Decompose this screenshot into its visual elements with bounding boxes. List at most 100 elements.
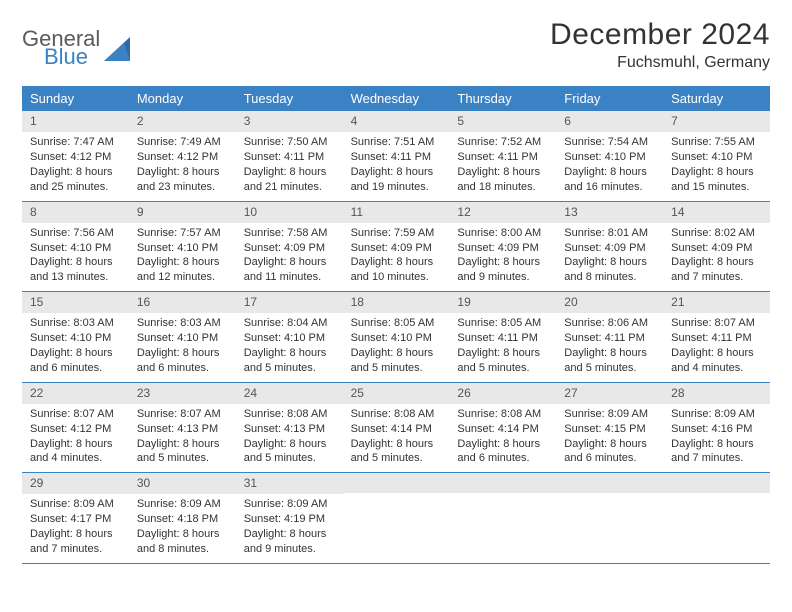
calendar-day: 28Sunrise: 8:09 AMSunset: 4:16 PMDayligh… <box>663 383 770 473</box>
day-info: Sunrise: 7:59 AMSunset: 4:09 PMDaylight:… <box>343 223 450 285</box>
daylight-line2: and 4 minutes. <box>30 451 123 466</box>
sunset-text: Sunset: 4:11 PM <box>564 331 657 346</box>
daylight-line2: and 13 minutes. <box>30 270 123 285</box>
calendar-day: 17Sunrise: 8:04 AMSunset: 4:10 PMDayligh… <box>236 292 343 382</box>
daylight-line2: and 5 minutes. <box>564 361 657 376</box>
daylight-line1: Daylight: 8 hours <box>351 255 444 270</box>
calendar-body: 1Sunrise: 7:47 AMSunset: 4:12 PMDaylight… <box>22 111 770 563</box>
day-info: Sunrise: 8:03 AMSunset: 4:10 PMDaylight:… <box>129 313 236 375</box>
day-info: Sunrise: 7:54 AMSunset: 4:10 PMDaylight:… <box>556 132 663 194</box>
calendar-day: 26Sunrise: 8:08 AMSunset: 4:14 PMDayligh… <box>449 383 556 473</box>
calendar: Sunday Monday Tuesday Wednesday Thursday… <box>22 86 770 564</box>
day-info: Sunrise: 7:49 AMSunset: 4:12 PMDaylight:… <box>129 132 236 194</box>
daylight-line1: Daylight: 8 hours <box>30 255 123 270</box>
day-info: Sunrise: 8:01 AMSunset: 4:09 PMDaylight:… <box>556 223 663 285</box>
sunrise-text: Sunrise: 8:05 AM <box>351 316 444 331</box>
daylight-line1: Daylight: 8 hours <box>30 437 123 452</box>
daylight-line1: Daylight: 8 hours <box>244 255 337 270</box>
day-info: Sunrise: 8:00 AMSunset: 4:09 PMDaylight:… <box>449 223 556 285</box>
daylight-line2: and 6 minutes. <box>564 451 657 466</box>
day-info: Sunrise: 8:09 AMSunset: 4:15 PMDaylight:… <box>556 404 663 466</box>
sunset-text: Sunset: 4:12 PM <box>137 150 230 165</box>
page: General Blue December 2024 Fuchsmuhl, Ge… <box>0 0 792 564</box>
daylight-line1: Daylight: 8 hours <box>30 346 123 361</box>
day-number: 17 <box>236 292 343 313</box>
day-info: Sunrise: 8:03 AMSunset: 4:10 PMDaylight:… <box>22 313 129 375</box>
daylight-line1: Daylight: 8 hours <box>30 527 123 542</box>
day-info: Sunrise: 8:09 AMSunset: 4:16 PMDaylight:… <box>663 404 770 466</box>
sunset-text: Sunset: 4:12 PM <box>30 422 123 437</box>
day-info: Sunrise: 8:08 AMSunset: 4:14 PMDaylight:… <box>343 404 450 466</box>
sunrise-text: Sunrise: 8:08 AM <box>244 407 337 422</box>
daylight-line2: and 7 minutes. <box>30 542 123 557</box>
calendar-week: 1Sunrise: 7:47 AMSunset: 4:12 PMDaylight… <box>22 111 770 202</box>
calendar-day: 30Sunrise: 8:09 AMSunset: 4:18 PMDayligh… <box>129 473 236 563</box>
sunrise-text: Sunrise: 7:47 AM <box>30 135 123 150</box>
day-number: 22 <box>22 383 129 404</box>
sunrise-text: Sunrise: 8:03 AM <box>30 316 123 331</box>
day-number: 27 <box>556 383 663 404</box>
sunset-text: Sunset: 4:11 PM <box>351 150 444 165</box>
daylight-line1: Daylight: 8 hours <box>244 165 337 180</box>
daylight-line1: Daylight: 8 hours <box>457 165 550 180</box>
calendar-day: 11Sunrise: 7:59 AMSunset: 4:09 PMDayligh… <box>343 202 450 292</box>
daylight-line2: and 4 minutes. <box>671 361 764 376</box>
daylight-line2: and 5 minutes. <box>137 451 230 466</box>
daylight-line1: Daylight: 8 hours <box>244 346 337 361</box>
sunrise-text: Sunrise: 7:55 AM <box>671 135 764 150</box>
daylight-line2: and 7 minutes. <box>671 270 764 285</box>
sunset-text: Sunset: 4:19 PM <box>244 512 337 527</box>
daylight-line1: Daylight: 8 hours <box>244 437 337 452</box>
calendar-week: 22Sunrise: 8:07 AMSunset: 4:12 PMDayligh… <box>22 383 770 474</box>
sunset-text: Sunset: 4:09 PM <box>244 241 337 256</box>
calendar-day: 14Sunrise: 8:02 AMSunset: 4:09 PMDayligh… <box>663 202 770 292</box>
day-of-week-header: Sunday Monday Tuesday Wednesday Thursday… <box>22 87 770 111</box>
daylight-line1: Daylight: 8 hours <box>564 255 657 270</box>
day-info: Sunrise: 8:07 AMSunset: 4:12 PMDaylight:… <box>22 404 129 466</box>
daylight-line2: and 6 minutes. <box>137 361 230 376</box>
day-number: 18 <box>343 292 450 313</box>
day-number <box>556 473 663 493</box>
daylight-line1: Daylight: 8 hours <box>457 255 550 270</box>
calendar-day: 3Sunrise: 7:50 AMSunset: 4:11 PMDaylight… <box>236 111 343 201</box>
calendar-day: 25Sunrise: 8:08 AMSunset: 4:14 PMDayligh… <box>343 383 450 473</box>
day-info: Sunrise: 8:09 AMSunset: 4:18 PMDaylight:… <box>129 494 236 556</box>
sunrise-text: Sunrise: 7:50 AM <box>244 135 337 150</box>
calendar-day: 23Sunrise: 8:07 AMSunset: 4:13 PMDayligh… <box>129 383 236 473</box>
daylight-line2: and 9 minutes. <box>457 270 550 285</box>
daylight-line1: Daylight: 8 hours <box>457 346 550 361</box>
calendar-day: 6Sunrise: 7:54 AMSunset: 4:10 PMDaylight… <box>556 111 663 201</box>
daylight-line1: Daylight: 8 hours <box>671 165 764 180</box>
sunset-text: Sunset: 4:10 PM <box>244 331 337 346</box>
sunrise-text: Sunrise: 8:07 AM <box>671 316 764 331</box>
daylight-line1: Daylight: 8 hours <box>137 165 230 180</box>
daylight-line2: and 8 minutes. <box>564 270 657 285</box>
day-number: 11 <box>343 202 450 223</box>
day-number: 14 <box>663 202 770 223</box>
calendar-day: 2Sunrise: 7:49 AMSunset: 4:12 PMDaylight… <box>129 111 236 201</box>
sunset-text: Sunset: 4:10 PM <box>671 150 764 165</box>
day-info: Sunrise: 7:51 AMSunset: 4:11 PMDaylight:… <box>343 132 450 194</box>
calendar-day: 4Sunrise: 7:51 AMSunset: 4:11 PMDaylight… <box>343 111 450 201</box>
day-number: 6 <box>556 111 663 132</box>
sunrise-text: Sunrise: 8:07 AM <box>137 407 230 422</box>
calendar-day: 22Sunrise: 8:07 AMSunset: 4:12 PMDayligh… <box>22 383 129 473</box>
page-title: December 2024 <box>550 18 770 52</box>
daylight-line1: Daylight: 8 hours <box>564 346 657 361</box>
sunrise-text: Sunrise: 7:58 AM <box>244 226 337 241</box>
sunset-text: Sunset: 4:09 PM <box>671 241 764 256</box>
sunrise-text: Sunrise: 7:57 AM <box>137 226 230 241</box>
title-block: December 2024 Fuchsmuhl, Germany <box>550 18 770 72</box>
day-number: 4 <box>343 111 450 132</box>
day-info: Sunrise: 8:05 AMSunset: 4:10 PMDaylight:… <box>343 313 450 375</box>
day-number: 5 <box>449 111 556 132</box>
sunset-text: Sunset: 4:10 PM <box>564 150 657 165</box>
day-info: Sunrise: 8:06 AMSunset: 4:11 PMDaylight:… <box>556 313 663 375</box>
calendar-day <box>343 473 450 563</box>
sunrise-text: Sunrise: 8:08 AM <box>351 407 444 422</box>
daylight-line1: Daylight: 8 hours <box>564 165 657 180</box>
day-info: Sunrise: 7:56 AMSunset: 4:10 PMDaylight:… <box>22 223 129 285</box>
dow-tue: Tuesday <box>236 87 343 111</box>
sunset-text: Sunset: 4:16 PM <box>671 422 764 437</box>
sunrise-text: Sunrise: 8:09 AM <box>564 407 657 422</box>
